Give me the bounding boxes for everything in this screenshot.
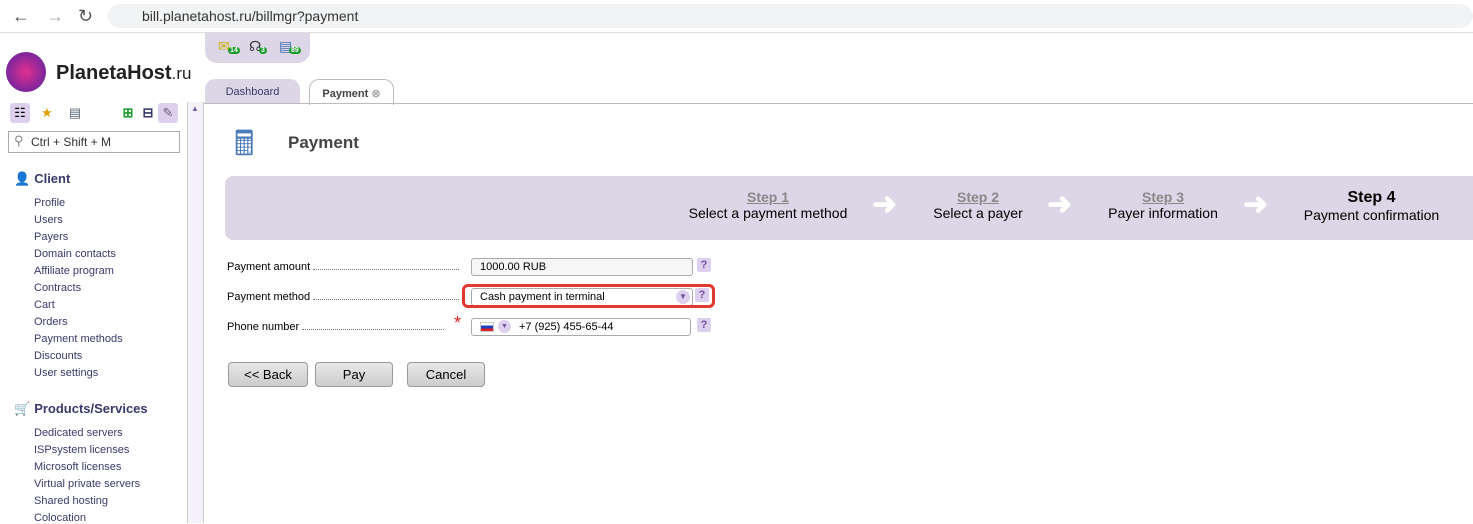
sidebar-item[interactable]: Orders [34, 316, 68, 328]
label-text: Payment amount [227, 261, 311, 273]
close-tab-icon[interactable]: ⊗ [371, 88, 381, 100]
phone-number-label: Phone number [227, 321, 447, 333]
logo-text: PlanetaHost [56, 62, 172, 84]
back-button[interactable]: << Back [228, 362, 308, 387]
tab-label: Payment [322, 88, 369, 100]
tab-label: Dashboard [225, 86, 280, 98]
sidebar-section-products[interactable]: 🛒 Products/Services [14, 401, 148, 417]
step-number[interactable]: Step 2 [956, 189, 999, 205]
pay-button[interactable]: Pay [315, 362, 393, 387]
russia-flag-icon[interactable] [480, 322, 494, 332]
phone-number-input[interactable]: ▼ +7 (925) 455-65-44 [471, 318, 691, 336]
sidebar-item[interactable]: Colocation [34, 512, 86, 524]
tasks-icon: ▤ [279, 38, 293, 54]
step-number[interactable]: Step 3 [1141, 189, 1184, 205]
back-arrow-icon[interactable]: ← [12, 6, 30, 26]
sidebar-item[interactable]: Users [34, 214, 63, 226]
chevron-down-icon[interactable]: ▼ [498, 320, 511, 333]
step-2[interactable]: Step 2 Select a payer [928, 189, 1028, 221]
payment-method-select[interactable]: Cash payment in terminal ▼ [471, 288, 693, 306]
section-title: Products/Services [34, 401, 148, 416]
step-1[interactable]: Step 1 Select a payment method [688, 189, 848, 221]
section-title: Client [34, 171, 71, 186]
tab-payment[interactable]: Payment ⊗ [309, 79, 394, 105]
expand-icon[interactable]: ⊞ [122, 105, 134, 120]
notification-support[interactable]: ☊ 3 [249, 38, 267, 55]
sidebar-section-client[interactable]: 👤 Client [14, 171, 70, 187]
step-label: Payment confirmation [1303, 207, 1440, 223]
step-label: Select a payer [933, 205, 1023, 221]
payment-amount-field: 1000.00 RUB [471, 258, 693, 276]
badge: 14 [228, 47, 240, 54]
sidebar-scrollbar[interactable]: ▲ [187, 102, 204, 523]
arrow-right-icon: ➜ [872, 188, 898, 221]
sidebar-item[interactable]: Domain contacts [34, 248, 116, 260]
forward-arrow-icon[interactable]: → [46, 6, 64, 26]
help-icon[interactable]: ? [697, 258, 711, 272]
step-number[interactable]: Step 1 [746, 189, 789, 205]
client-icon: 👤 [14, 171, 31, 186]
notification-tasks[interactable]: ▤ 89 [279, 38, 301, 55]
notification-mail[interactable]: ✉ 14 [218, 38, 240, 55]
address-bar[interactable]: bill.planetahost.ru/billmgr?payment [108, 4, 1473, 28]
highlight-annotation [462, 284, 715, 308]
badge: 3 [259, 47, 267, 54]
pin-icon[interactable]: ✎ [158, 103, 178, 123]
tab-divider [204, 103, 1473, 104]
sidebar-item[interactable]: User settings [34, 367, 99, 379]
step-number: Step 4 [1347, 189, 1396, 206]
sidebar-item[interactable]: Profile [34, 197, 66, 209]
logo-image [6, 52, 46, 92]
mail-icon: ✉ [218, 38, 230, 54]
search-icon: ⚲ [14, 133, 24, 148]
chevron-down-icon[interactable]: ▼ [676, 290, 690, 304]
label-text: Payment method [227, 291, 311, 303]
step-label: Select a payment method [688, 205, 848, 221]
page-title: Payment [288, 133, 359, 152]
sidebar-item[interactable]: Payment methods [34, 333, 123, 345]
step-label: Payer information [1108, 205, 1218, 221]
browser-toolbar: ← → ↻ bill.planetahost.ru/billmgr?paymen… [0, 0, 1473, 33]
sidebar-item[interactable]: Payers [34, 231, 69, 243]
search-placeholder: Ctrl + Shift + M [31, 135, 112, 149]
sidebar-item[interactable]: Discounts [34, 350, 83, 362]
cart-icon: 🛒 [14, 401, 31, 416]
scroll-up-icon[interactable]: ▲ [191, 104, 199, 113]
step-4: Step 4 Payment confirmation [1300, 189, 1443, 223]
wizard-steps [225, 176, 1473, 240]
sidebar-item[interactable]: Virtual private servers [34, 478, 141, 490]
help-icon[interactable]: ? [697, 318, 711, 332]
payment-method-label: Payment method [227, 291, 462, 303]
sidebar-item[interactable]: Shared hosting [34, 495, 108, 507]
star-icon[interactable]: ★ [41, 105, 53, 120]
required-asterisk: * [454, 313, 462, 333]
tab-dashboard[interactable]: Dashboard [205, 79, 300, 104]
arrow-right-icon: ➜ [1243, 188, 1269, 221]
payment-amount-label: Payment amount [227, 261, 462, 273]
menu-search-input[interactable]: ⚲ Ctrl + Shift + M [8, 131, 180, 153]
briefcase-icon[interactable]: ▤ [68, 105, 82, 120]
phone-value: +7 (925) 455-65-44 [519, 321, 614, 333]
help-icon[interactable]: ? [695, 288, 709, 302]
sidebar-item[interactable]: Affiliate program [34, 265, 114, 277]
selected-value: Cash payment in terminal [480, 291, 605, 303]
arrow-right-icon: ➜ [1047, 188, 1073, 221]
reload-icon[interactable]: ↻ [78, 6, 94, 26]
cash-register-icon: 🖩 [234, 125, 255, 163]
badge: 89 [289, 47, 301, 54]
sidebar-item[interactable]: Cart [34, 299, 55, 311]
step-3[interactable]: Step 3 Payer information [1103, 189, 1223, 221]
sidebar-item[interactable]: ISPsystem licenses [34, 444, 130, 456]
sidebar-item[interactable]: Contracts [34, 282, 82, 294]
sidebar-item[interactable]: Dedicated servers [34, 427, 123, 439]
support-icon: ☊ [249, 38, 262, 54]
tree-view-icon[interactable]: ☷ [10, 103, 30, 123]
cancel-button[interactable]: Cancel [407, 362, 485, 387]
collapse-icon[interactable]: ⊟ [142, 105, 154, 120]
logo[interactable]: PlanetaHost.ru [56, 62, 191, 85]
sidebar-item[interactable]: Microsoft licenses [34, 461, 122, 473]
label-text: Phone number [227, 321, 300, 333]
logo-suffix: .ru [171, 64, 192, 83]
